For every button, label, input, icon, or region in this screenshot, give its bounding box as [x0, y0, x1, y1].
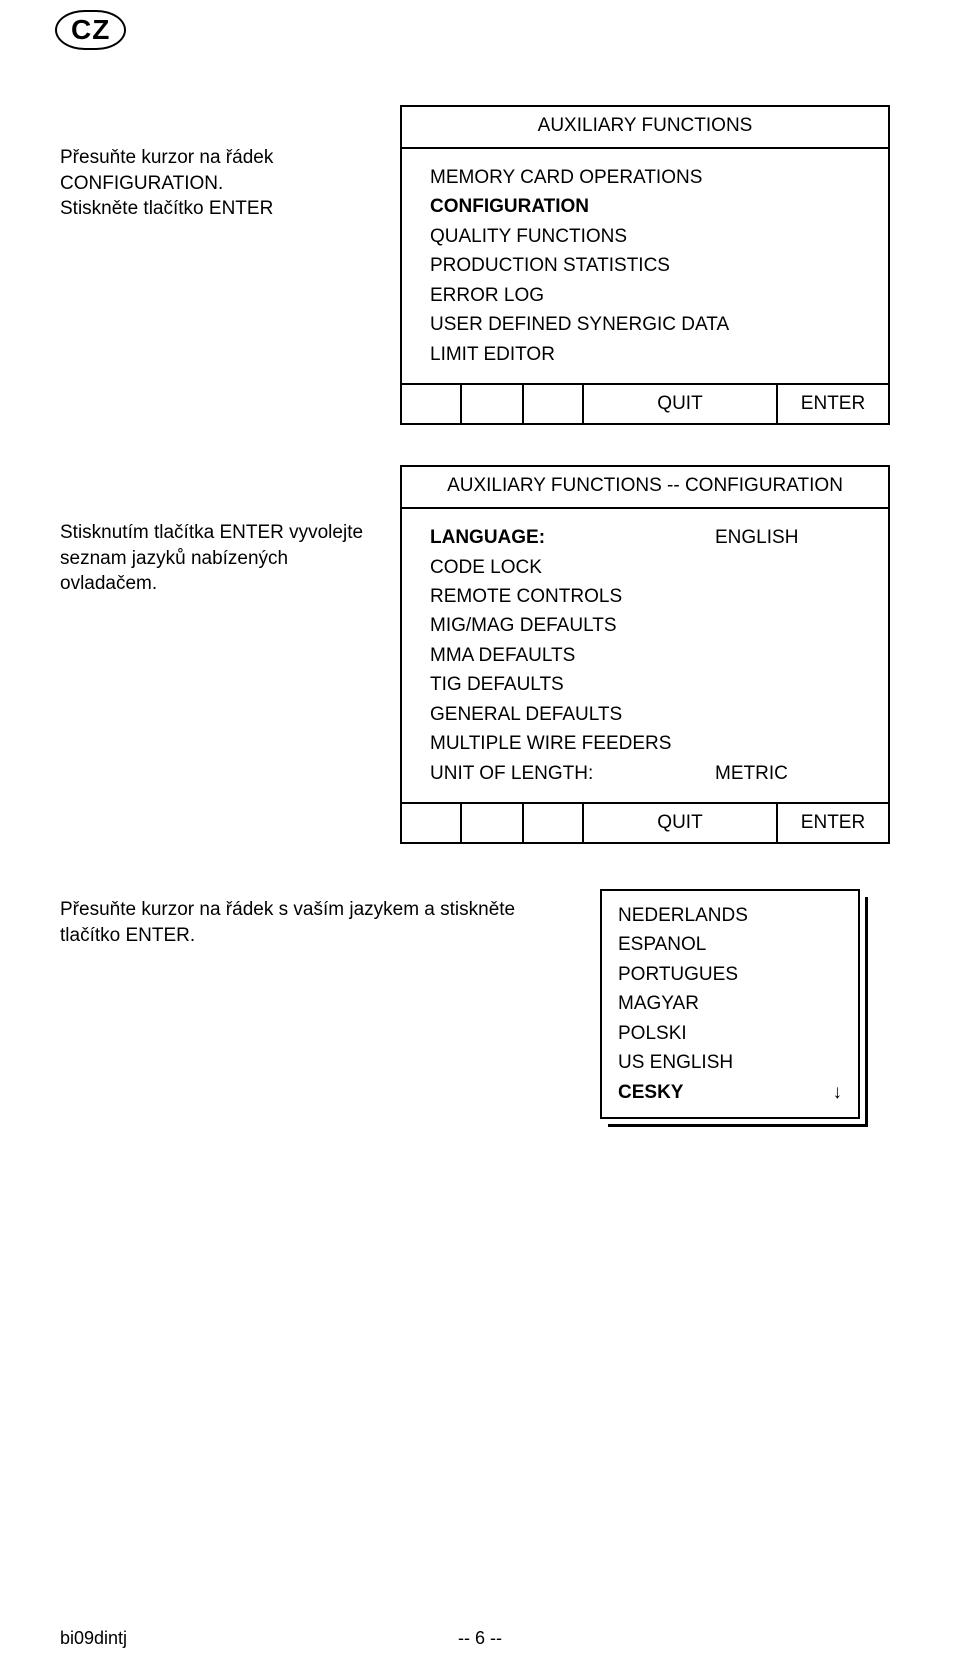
instruction-1: Přesuňte kurzor na řádek CONFIGURATION. …: [60, 105, 400, 222]
config-row[interactable]: MIG/MAG DEFAULTS: [430, 611, 888, 640]
language-label: CESKY: [618, 1078, 683, 1107]
footer-cell: [462, 385, 524, 423]
language-label: PORTUGUES: [618, 960, 738, 989]
country-badge: CZ: [55, 10, 126, 50]
instruction-3: Přesuňte kurzor na řádek s vaším jazykem…: [60, 889, 560, 948]
screen-aux-functions: AUXILIARY FUNCTIONS MEMORY CARD OPERATIO…: [400, 105, 890, 425]
language-label: POLSKI: [618, 1019, 687, 1048]
config-label: GENERAL DEFAULTS: [430, 700, 715, 729]
screen2-title: AUXILIARY FUNCTIONS -- CONFIGURATION: [402, 467, 888, 509]
language-label: US ENGLISH: [618, 1048, 733, 1077]
menu-item-configuration[interactable]: CONFIGURATION: [430, 192, 888, 221]
config-label: LANGUAGE:: [430, 523, 715, 552]
language-item[interactable]: ESPANOL: [618, 930, 842, 959]
language-label: MAGYAR: [618, 989, 699, 1018]
screen1-title: AUXILIARY FUNCTIONS: [402, 107, 888, 149]
config-label: CODE LOCK: [430, 553, 715, 582]
footer-cell: [462, 804, 524, 842]
footer-cell: [524, 804, 584, 842]
config-label: MMA DEFAULTS: [430, 641, 715, 670]
menu-item[interactable]: MEMORY CARD OPERATIONS: [430, 163, 888, 192]
footer-cell: [402, 385, 462, 423]
language-item[interactable]: MAGYAR: [618, 989, 842, 1018]
config-label: MIG/MAG DEFAULTS: [430, 611, 715, 640]
config-value: ENGLISH: [715, 523, 888, 552]
config-label: REMOTE CONTROLS: [430, 582, 715, 611]
menu-item[interactable]: ERROR LOG: [430, 281, 888, 310]
footer-cell: [402, 804, 462, 842]
footer-cell: [524, 385, 584, 423]
language-item[interactable]: PORTUGUES: [618, 960, 842, 989]
quit-button[interactable]: QUIT: [584, 804, 778, 842]
config-label: UNIT OF LENGTH:: [430, 759, 715, 788]
menu-item[interactable]: USER DEFINED SYNERGIC DATA: [430, 310, 888, 339]
enter-button[interactable]: ENTER: [778, 804, 888, 842]
instruction-2: Stisknutím tlačítka ENTER vyvolejte sezn…: [60, 465, 400, 597]
language-item[interactable]: NEDERLANDS: [618, 901, 842, 930]
language-list: NEDERLANDS ESPANOL PORTUGUES MAGYAR POLS…: [600, 889, 860, 1119]
config-row[interactable]: CODE LOCK: [430, 553, 888, 582]
language-label: NEDERLANDS: [618, 901, 748, 930]
row-3: Přesuňte kurzor na řádek s vaším jazykem…: [60, 889, 900, 1119]
instruction-1-line-2: Stiskněte tlačítko ENTER: [60, 196, 390, 222]
config-row-language[interactable]: LANGUAGE: ENGLISH: [430, 523, 888, 552]
menu-item[interactable]: QUALITY FUNCTIONS: [430, 222, 888, 251]
config-row-unit[interactable]: UNIT OF LENGTH: METRIC: [430, 759, 888, 788]
down-arrow-icon: ↓: [833, 1078, 843, 1107]
menu-item[interactable]: PRODUCTION STATISTICS: [430, 251, 888, 280]
config-row[interactable]: GENERAL DEFAULTS: [430, 700, 888, 729]
language-item[interactable]: POLSKI: [618, 1019, 842, 1048]
config-row[interactable]: MULTIPLE WIRE FEEDERS: [430, 729, 888, 758]
enter-button[interactable]: ENTER: [778, 385, 888, 423]
page: CZ Přesuňte kurzor na řádek CONFIGURATIO…: [0, 0, 960, 1669]
row-1: Přesuňte kurzor na řádek CONFIGURATION. …: [60, 105, 900, 425]
row-2: Stisknutím tlačítka ENTER vyvolejte sezn…: [60, 465, 900, 844]
screen2-body: LANGUAGE: ENGLISH CODE LOCK REMOTE CONTR…: [402, 509, 888, 802]
config-row[interactable]: TIG DEFAULTS: [430, 670, 888, 699]
language-list-wrap: NEDERLANDS ESPANOL PORTUGUES MAGYAR POLS…: [600, 889, 860, 1119]
config-row[interactable]: REMOTE CONTROLS: [430, 582, 888, 611]
quit-button[interactable]: QUIT: [584, 385, 778, 423]
screen2-footer: QUIT ENTER: [402, 802, 888, 842]
language-item-selected[interactable]: CESKY ↓: [618, 1078, 842, 1107]
screen1-body: MEMORY CARD OPERATIONS CONFIGURATION QUA…: [402, 149, 888, 383]
screen-configuration: AUXILIARY FUNCTIONS -- CONFIGURATION LAN…: [400, 465, 890, 844]
config-value: METRIC: [715, 759, 888, 788]
footer-page-number: -- 6 --: [0, 1628, 960, 1649]
instruction-1-line-1: Přesuňte kurzor na řádek CONFIGURATION.: [60, 145, 390, 196]
config-label: MULTIPLE WIRE FEEDERS: [430, 729, 715, 758]
config-row[interactable]: MMA DEFAULTS: [430, 641, 888, 670]
language-label: ESPANOL: [618, 930, 706, 959]
language-item[interactable]: US ENGLISH: [618, 1048, 842, 1077]
menu-item[interactable]: LIMIT EDITOR: [430, 340, 888, 369]
config-label: TIG DEFAULTS: [430, 670, 715, 699]
screen1-footer: QUIT ENTER: [402, 383, 888, 423]
